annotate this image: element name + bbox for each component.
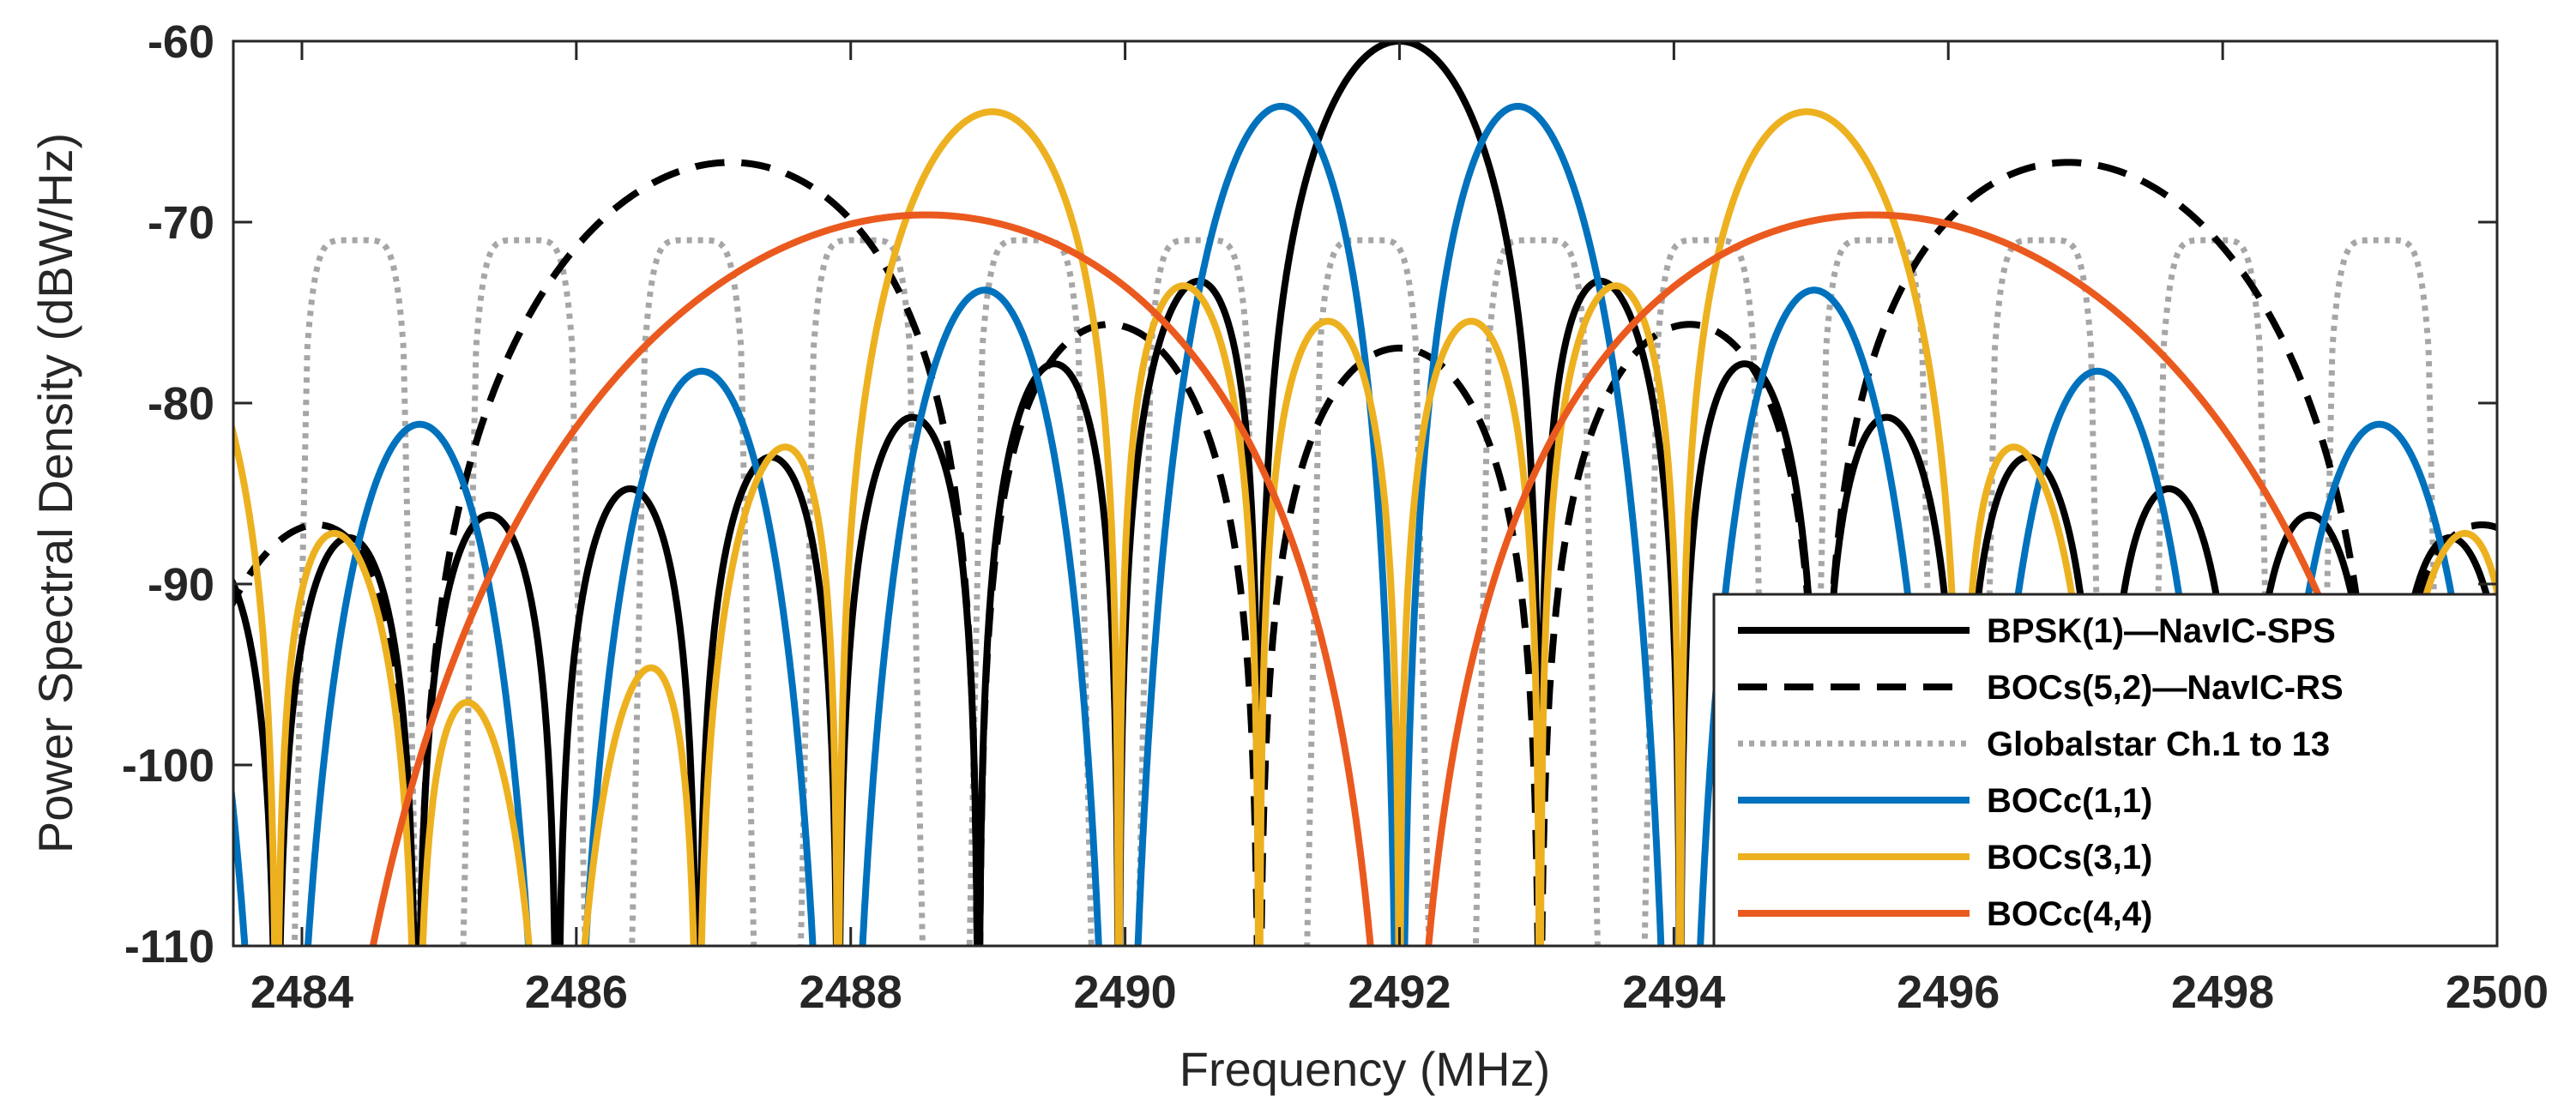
x-tick-label: 2500 xyxy=(2446,966,2549,1018)
x-tick-label: 2498 xyxy=(2171,966,2274,1018)
legend-label-5: BOCc(4,4) xyxy=(1987,895,2152,933)
legend: BPSK(1)—NavIC-SPS BOCs(5,2)—NavIC-RS Globa… xyxy=(1712,593,2499,948)
y-tick-label: -110 xyxy=(124,921,214,973)
y-tick-label: -100 xyxy=(122,740,214,792)
x-axis: 2484 2486 2488 2490 2492 2494 2496 2498 2500 xyxy=(250,41,2549,1018)
y-tick-label: -70 xyxy=(148,197,214,249)
x-tick-label: 2484 xyxy=(250,966,353,1018)
plot-frame xyxy=(232,39,2499,948)
y-tick-label: -60 xyxy=(148,16,214,68)
series-line-1 xyxy=(233,159,2497,946)
series-line-3 xyxy=(233,103,2495,946)
y-tick-label: -90 xyxy=(148,559,214,611)
x-tick-label: 2490 xyxy=(1074,966,1177,1018)
legend-label-3: BOCc(1,1) xyxy=(1987,782,2152,820)
x-tick-label: 2494 xyxy=(1622,966,1725,1018)
x-tick-label: 2492 xyxy=(1348,966,1451,1018)
x-tick-label: 2496 xyxy=(1897,966,2000,1018)
legend-box xyxy=(1712,593,2499,948)
series-line-5 xyxy=(369,211,2430,946)
legend-label-0: BPSK(1)—NavIC-SPS xyxy=(1987,612,2336,650)
legend-label-1: BOCs(5,2)—NavIC-RS xyxy=(1987,669,2344,707)
x-axis-label: Frequency (MHz) xyxy=(1179,1042,1551,1096)
series-line-0 xyxy=(233,41,2497,946)
x-tick-label: 2486 xyxy=(525,966,628,1018)
x-tick-label: 2488 xyxy=(799,966,902,1018)
legend-label-2: Globalstar Ch.1 to 13 xyxy=(1987,726,2330,763)
y-axis: -60 -70 -80 -90 -100 -110 xyxy=(122,16,2497,973)
y-axis-label: Power Spectral Density (dBW/Hz) xyxy=(28,133,82,853)
y-tick-label: -80 xyxy=(148,378,214,430)
legend-label-4: BOCs(3,1) xyxy=(1987,839,2152,876)
